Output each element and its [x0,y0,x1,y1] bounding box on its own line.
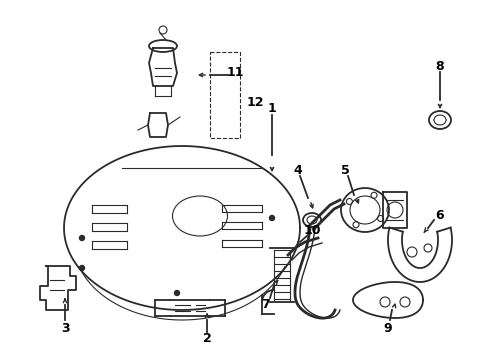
Text: 2: 2 [203,332,211,345]
Text: 5: 5 [341,163,349,176]
Text: 12: 12 [246,95,264,108]
Text: 6: 6 [436,208,444,221]
Text: 1: 1 [268,102,276,114]
Circle shape [270,216,274,220]
Circle shape [174,291,179,296]
Circle shape [79,235,84,240]
Text: 11: 11 [226,66,244,78]
Text: 3: 3 [61,321,69,334]
Text: 8: 8 [436,59,444,72]
Text: 9: 9 [384,321,392,334]
Circle shape [79,266,84,270]
Text: 10: 10 [303,224,321,237]
Text: 7: 7 [261,298,270,311]
Text: 4: 4 [294,163,302,176]
